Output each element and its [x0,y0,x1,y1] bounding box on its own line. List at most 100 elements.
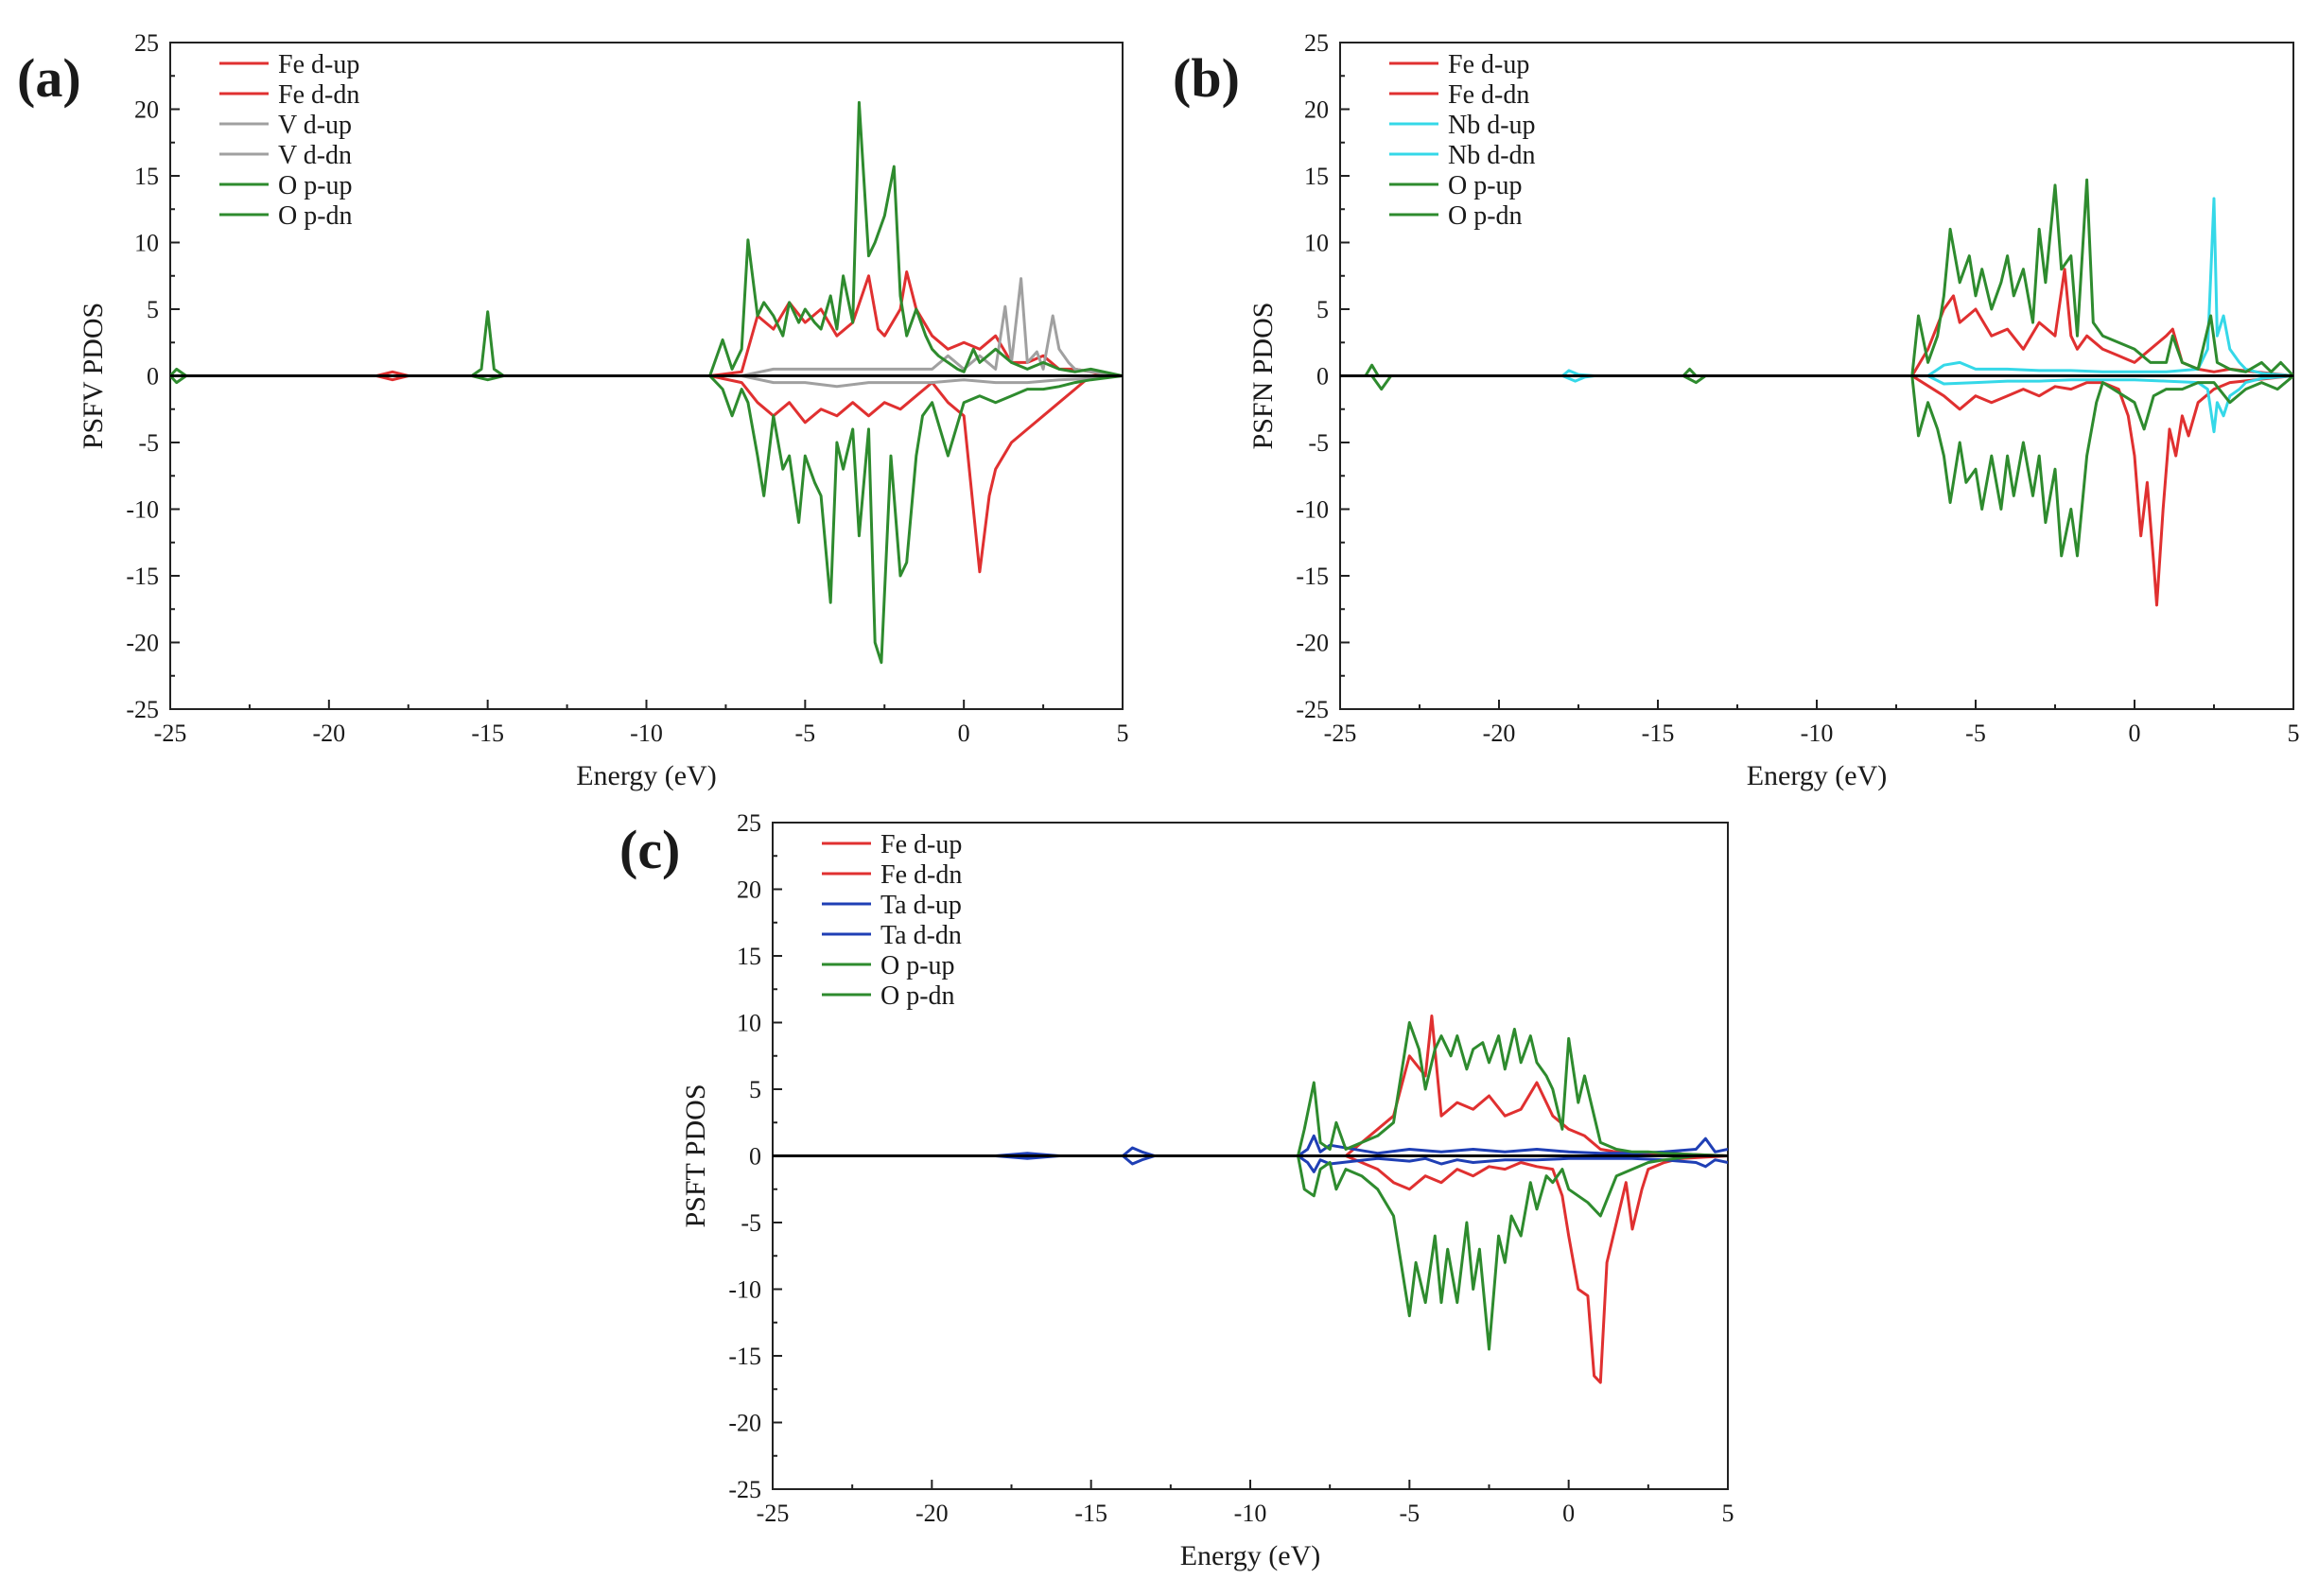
x-tick-label: 5 [1117,720,1129,747]
x-tick-label: -25 [1324,720,1357,747]
series-line-ta-d-dn [773,1154,1728,1173]
series-line-v-d-up [170,277,1123,377]
x-tick-label: -15 [1074,1500,1107,1527]
x-tick-label: 5 [1722,1500,1734,1527]
legend-label: O p-up [278,171,353,200]
y-tick-label: -10 [1296,496,1329,524]
x-tick-label: -10 [1801,720,1834,747]
y-tick-label: 25 [737,809,761,837]
x-tick-label: -10 [630,720,663,747]
x-tick-label: 5 [2288,720,2300,747]
y-axis-label: PSFN PDOS [1247,303,1279,450]
x-tick-label: -15 [1642,720,1675,747]
series-group [773,1015,1728,1384]
legend-label: V d-dn [278,141,352,170]
x-tick-label: -5 [1965,720,1986,747]
panel-b: -25 -20 -15 -10 -5 0 5 -25 -20 -15 -10 -5 0 5 10 15 20 25… [1173,29,2300,791]
y-tick-label: -25 [126,696,159,723]
y-tick-label: -25 [1296,696,1329,723]
series-line-o-p-dn [773,1154,1728,1351]
legend-label: Fe d-up [880,830,962,859]
legend-label: O p-dn [880,981,955,1011]
legend-label: Ta d-up [880,891,962,920]
y-tick-label: 10 [1304,230,1329,257]
y-tick-label: -5 [138,429,159,457]
series-line-o-p-up [170,100,1123,377]
x-axis-label: Energy (eV) [1180,1540,1321,1571]
y-tick-label: -15 [126,563,159,590]
y-tick-label: 20 [737,876,761,904]
y-tick-label: 15 [134,163,159,190]
y-axis-label: PSFV PDOS [78,303,109,449]
y-tick-label: -5 [1308,429,1329,457]
y-tick-label: 5 [1316,296,1329,323]
y-tick-label: -15 [1296,563,1329,590]
series-line-v-d-dn [170,374,1123,389]
legend-label: Fe d-dn [1448,80,1529,110]
series-line-o-p-up [1340,178,2293,377]
x-tick-label: 0 [1562,1500,1575,1527]
y-tick-label: -25 [728,1476,761,1503]
y-tick-label: 10 [737,1010,761,1037]
x-axis-label: Energy (eV) [1747,760,1888,791]
legend-label: O p-up [1448,171,1523,200]
y-tick-label: 10 [134,230,159,257]
y-tick-label: -10 [126,496,159,524]
x-tick-label: 0 [958,720,970,747]
legend-label: Nb d-up [1448,111,1536,140]
panel-label: (c) [619,819,680,880]
x-tick-label: 0 [2129,720,2141,747]
legend-label: O p-dn [1448,201,1523,231]
x-tick-label: -20 [312,720,345,747]
y-axis-label: PSFT PDOS [680,1084,711,1227]
x-axis-label: Energy (eV) [576,760,717,791]
x-tick-label: -20 [915,1500,949,1527]
x-tick-label: -20 [1483,720,1516,747]
series-line-o-p-up [773,1021,1728,1157]
legend-label: O p-up [880,951,955,980]
y-tick-label: 15 [737,943,761,970]
y-tick-label: 5 [147,296,159,323]
legend-label: Fe d-dn [880,860,962,890]
legend-label: Fe d-dn [278,80,359,110]
panel-c: -25 -20 -15 -10 -5 0 5 -25 -20 -15 -10 -5 0 5 10 15 20 25… [619,809,1734,1571]
y-tick-label: -20 [1296,630,1329,657]
x-tick-label: -25 [757,1500,790,1527]
series-line-o-p-dn [170,374,1123,665]
panel-a: -25 -20 -15 -10 -5 0 5 -25 -20 -15 -10 -5 0 5 10 15 20 25… [17,29,1129,791]
y-tick-label: -20 [728,1410,761,1437]
y-tick-label: -10 [728,1276,761,1304]
y-tick-label: 0 [749,1143,761,1171]
x-tick-label: -10 [1234,1500,1267,1527]
y-tick-label: 5 [749,1076,761,1103]
panel-label: (a) [17,47,81,109]
legend-label: Nb d-dn [1448,141,1536,170]
series-line-fe-d-up [773,1015,1728,1157]
series-line-fe-d-dn [1340,374,2293,607]
y-tick-label: -20 [126,630,159,657]
x-tick-label: -25 [154,720,187,747]
x-tick-label: -5 [1399,1500,1420,1527]
y-tick-label: 15 [1304,163,1329,190]
y-tick-label: -5 [741,1209,761,1237]
series-line-o-p-dn [1340,374,2293,558]
legend-label: V d-up [278,111,352,140]
x-tick-label: -15 [471,720,504,747]
x-tick-label: -5 [794,720,815,747]
y-tick-label: -15 [728,1343,761,1370]
legend-label: Fe d-up [278,50,359,79]
series-line-fe-d-dn [773,1154,1728,1384]
y-tick-label: 20 [134,96,159,124]
y-tick-label: 0 [1316,363,1329,390]
y-tick-label: 0 [147,363,159,390]
legend-label: Fe d-up [1448,50,1529,79]
y-tick-label: 25 [134,29,159,57]
legend-label: O p-dn [278,201,353,231]
panel-label: (b) [1173,47,1240,109]
y-tick-label: 20 [1304,96,1329,124]
